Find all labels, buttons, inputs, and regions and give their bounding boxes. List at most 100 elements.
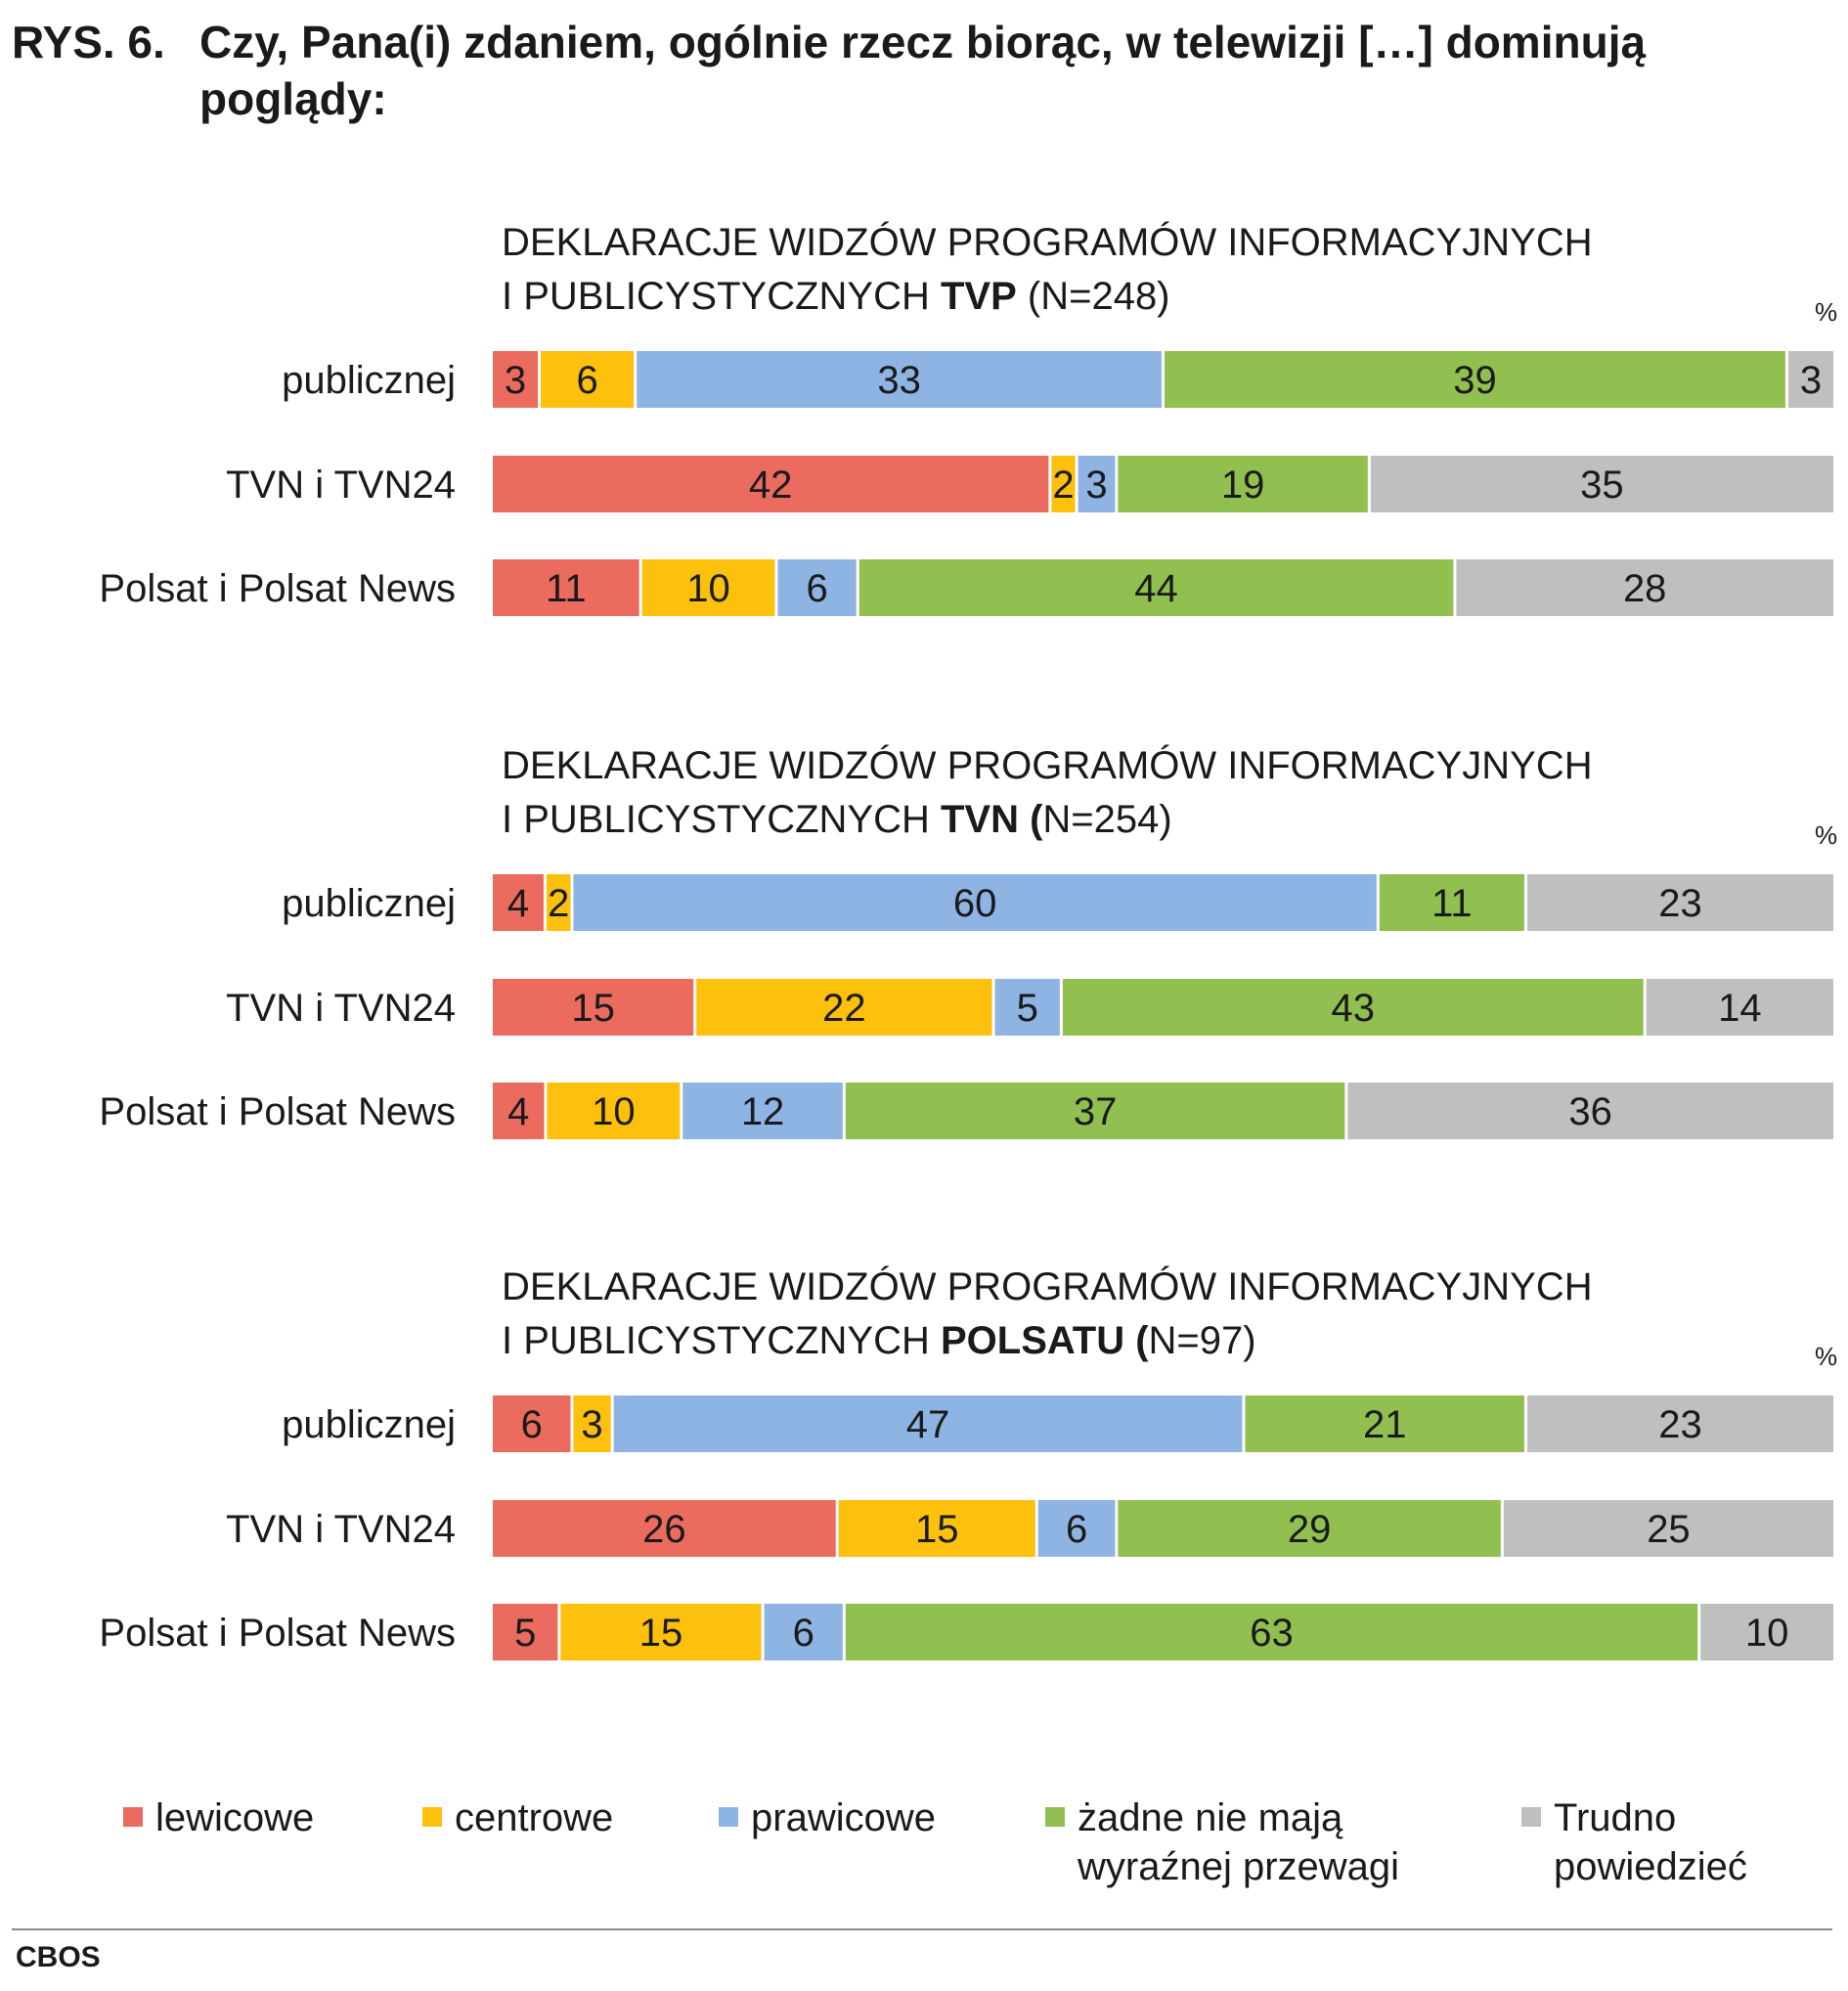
legend-swatch xyxy=(1521,1807,1541,1827)
bar-segment-1 xyxy=(493,456,1049,512)
bar-segment-2 xyxy=(696,979,992,1036)
chart-title-bold: TVN ( xyxy=(941,798,1043,841)
legend: lewicowe centrowe prawicowe żadne nie mają w… xyxy=(123,1796,1747,1888)
bar-segment-5 xyxy=(1503,1500,1833,1557)
category-label: TVN i TVN24 xyxy=(226,987,456,1030)
bar-segment-2 xyxy=(547,1083,681,1139)
bar-segment-4 xyxy=(1062,979,1644,1036)
data-label: 6 xyxy=(577,359,598,402)
data-label: 3 xyxy=(1800,359,1822,402)
bar-segment-4 xyxy=(1165,351,1785,408)
bar-segment-4 xyxy=(1379,874,1524,931)
data-label: 4 xyxy=(507,1090,529,1133)
data-label: 10 xyxy=(1745,1612,1789,1655)
chart-title-line2: I PUBLICYSTYCZNYCH TVP (N=248) xyxy=(502,275,1170,318)
category-label: publicznej xyxy=(282,359,456,402)
data-label: 25 xyxy=(1647,1508,1691,1551)
category-label: Polsat i Polsat News xyxy=(99,1612,456,1655)
legend-label: powiedzieć xyxy=(1554,1845,1747,1888)
chart-panel-1: DEKLARACJE WIDZÓW PROGRAMÓW INFORMACYJNY… xyxy=(99,220,1837,616)
bar-segment-1 xyxy=(493,1395,571,1452)
bar-segment-5 xyxy=(1456,559,1833,616)
bar-segment-4 xyxy=(858,559,1454,616)
chart-title-bold: POLSATU ( xyxy=(941,1319,1149,1362)
data-label: 3 xyxy=(1085,464,1107,507)
legend-label: wyraźnej przewagi xyxy=(1077,1845,1399,1888)
data-label: 43 xyxy=(1332,987,1376,1030)
data-label: 26 xyxy=(642,1508,686,1551)
data-label: 6 xyxy=(521,1403,543,1446)
bar-segment-2 xyxy=(546,874,571,931)
chart-title-bold: TVP xyxy=(941,275,1017,318)
data-label: 15 xyxy=(915,1508,959,1551)
bar-segment-3 xyxy=(637,351,1162,408)
stacked-bar-charts: DEKLARACJE WIDZÓW PROGRAMÓW INFORMACYJNY… xyxy=(99,220,1837,1888)
data-label: 3 xyxy=(581,1403,602,1446)
data-label: 10 xyxy=(592,1090,636,1133)
unit-label: % xyxy=(1815,820,1837,850)
chart-title-suffix: N=97) xyxy=(1149,1319,1256,1362)
source-label: CBOS xyxy=(16,1941,101,1973)
data-label: 44 xyxy=(1134,567,1178,610)
legend-swatch xyxy=(719,1807,738,1827)
unit-label: % xyxy=(1815,297,1837,327)
bar-segment-2 xyxy=(560,1604,762,1660)
data-label: 21 xyxy=(1363,1403,1407,1446)
data-label: 42 xyxy=(749,464,793,507)
legend-label: lewicowe xyxy=(155,1796,314,1839)
bar-segment-1 xyxy=(493,874,544,931)
footer-divider xyxy=(12,1928,1832,1930)
data-label: 6 xyxy=(793,1612,814,1655)
data-label: 11 xyxy=(1431,882,1473,925)
chart-title-suffix: (N=248) xyxy=(1017,275,1170,318)
data-label: 35 xyxy=(1580,464,1624,507)
bar-segment-3 xyxy=(613,1395,1243,1452)
bar-segment-1 xyxy=(493,351,539,408)
data-label: 15 xyxy=(639,1612,683,1655)
chart-title-prefix: I PUBLICYSTYCZNYCH xyxy=(502,1319,941,1362)
data-label: 5 xyxy=(1017,987,1038,1030)
chart-title-line1: DEKLARACJE WIDZÓW PROGRAMÓW INFORMACYJNY… xyxy=(502,220,1593,264)
data-label: 6 xyxy=(1066,1508,1087,1551)
chart-title-suffix: N=254) xyxy=(1042,798,1171,841)
chart-title-line1: DEKLARACJE WIDZÓW PROGRAMÓW INFORMACYJNY… xyxy=(502,743,1593,787)
category-label: publicznej xyxy=(282,882,456,925)
bar-segment-4 xyxy=(1118,456,1368,512)
bar-segment-5 xyxy=(1700,1604,1833,1660)
data-label: 29 xyxy=(1288,1508,1332,1551)
bar-segment-4 xyxy=(845,1604,1698,1660)
bar-segment-4 xyxy=(1118,1500,1501,1557)
data-label: 23 xyxy=(1658,882,1702,925)
figure-label: RYS. 6. xyxy=(12,17,165,67)
bar-segment-2 xyxy=(541,351,635,408)
bar-segment-4 xyxy=(845,1083,1345,1139)
data-label: 14 xyxy=(1718,987,1762,1030)
bar-segment-2 xyxy=(573,1395,611,1452)
legend-label: prawicowe xyxy=(751,1796,936,1839)
unit-label: % xyxy=(1815,1342,1837,1371)
chart-title-line1: DEKLARACJE WIDZÓW PROGRAMÓW INFORMACYJNY… xyxy=(502,1264,1593,1308)
data-label: 3 xyxy=(505,359,526,402)
data-label: 5 xyxy=(514,1612,536,1655)
data-label: 6 xyxy=(806,567,827,610)
bar-segment-3 xyxy=(994,979,1060,1036)
data-label: 2 xyxy=(1052,464,1074,507)
data-label: 47 xyxy=(906,1403,950,1446)
bar-segment-1 xyxy=(493,1500,836,1557)
figure-title: Czy, Pana(i) zdaniem, ogólnie rzecz bior… xyxy=(199,17,1647,124)
bar-segment-2 xyxy=(838,1500,1035,1557)
data-label: 36 xyxy=(1568,1090,1612,1133)
data-label: 22 xyxy=(822,987,866,1030)
data-label: 60 xyxy=(953,882,997,925)
category-label: Polsat i Polsat News xyxy=(99,1090,456,1133)
data-label: 23 xyxy=(1658,1403,1702,1446)
category-label: Polsat i Polsat News xyxy=(99,567,456,610)
data-label: 19 xyxy=(1221,464,1265,507)
chart-title-prefix: I PUBLICYSTYCZNYCH xyxy=(502,798,941,841)
data-label: 28 xyxy=(1623,567,1667,610)
chart-title-prefix: I PUBLICYSTYCZNYCH xyxy=(502,275,941,318)
bar-segment-3 xyxy=(682,1083,843,1139)
category-label: TVN i TVN24 xyxy=(226,464,456,507)
legend-label: Trudno xyxy=(1554,1796,1676,1839)
